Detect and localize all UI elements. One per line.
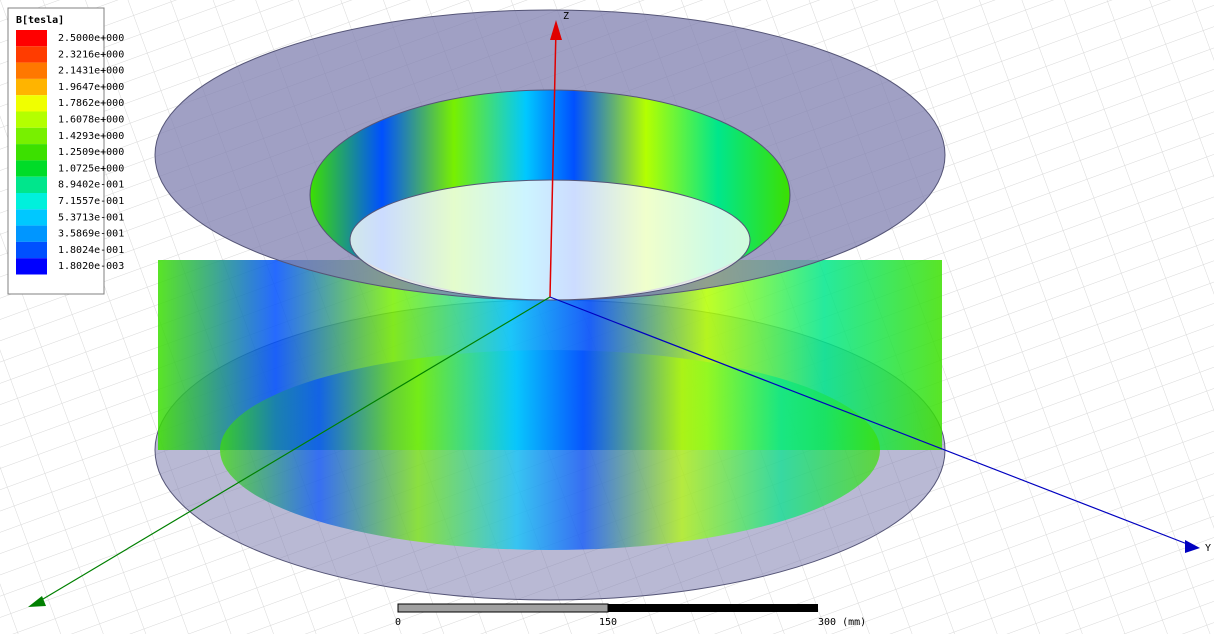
legend-label: 2.5000e+000	[58, 33, 124, 44]
legend-swatch	[16, 112, 47, 128]
legend-swatch	[16, 95, 47, 111]
legend-label: 8.9402e-001	[58, 180, 124, 191]
legend-swatch	[16, 258, 47, 274]
legend-label: 1.9647e+000	[58, 82, 124, 93]
legend-label: 1.2509e+000	[58, 147, 124, 158]
legend-label: 1.6078e+000	[58, 115, 124, 126]
scale-label: 150	[599, 617, 617, 628]
legend-title: B[tesla]	[16, 15, 64, 26]
y-axis-label: Y	[1205, 543, 1211, 554]
scale-label: 300 (mm)	[818, 617, 866, 628]
legend-swatch	[16, 177, 47, 193]
legend-items: 2.5000e+000 2.3216e+000 2.1431e+000 1.9647e…	[16, 30, 124, 275]
legend-label: 1.8024e-001	[58, 245, 124, 256]
legend-swatch	[16, 242, 47, 258]
legend-swatch	[16, 226, 47, 242]
scale-label: 0	[395, 617, 401, 628]
field-inner	[220, 350, 880, 550]
legend-label: 3.5869e-001	[58, 229, 124, 240]
legend-swatch	[16, 46, 47, 62]
legend-swatch	[16, 128, 47, 144]
legend-label: 5.3713e-001	[58, 212, 124, 223]
legend-swatch	[16, 193, 47, 209]
legend-swatch	[16, 144, 47, 160]
legend-label: 2.3216e+000	[58, 49, 124, 60]
scale-bar-right	[608, 604, 818, 612]
legend-swatch	[16, 160, 47, 176]
legend-swatch	[16, 30, 47, 46]
legend-label: 1.8020e-003	[58, 261, 124, 272]
viewport: Z Y B[tesla] 2.5000e+000 2.3216e+000 2.143…	[0, 0, 1214, 634]
legend-swatch	[16, 79, 47, 95]
page: Z Y B[tesla] 2.5000e+000 2.3216e+000 2.143…	[0, 0, 1214, 634]
legend-label: 1.0725e+000	[58, 163, 124, 174]
legend-label: 2.1431e+000	[58, 66, 124, 77]
legend-label: 1.4293e+000	[58, 131, 124, 142]
legend-swatch	[16, 63, 47, 79]
legend-label: 1.7862e+000	[58, 98, 124, 109]
legend-swatch	[16, 209, 47, 225]
z-axis-label: Z	[563, 11, 569, 22]
legend-label: 7.1557e-001	[58, 196, 124, 207]
scale-bar-left	[398, 604, 608, 612]
